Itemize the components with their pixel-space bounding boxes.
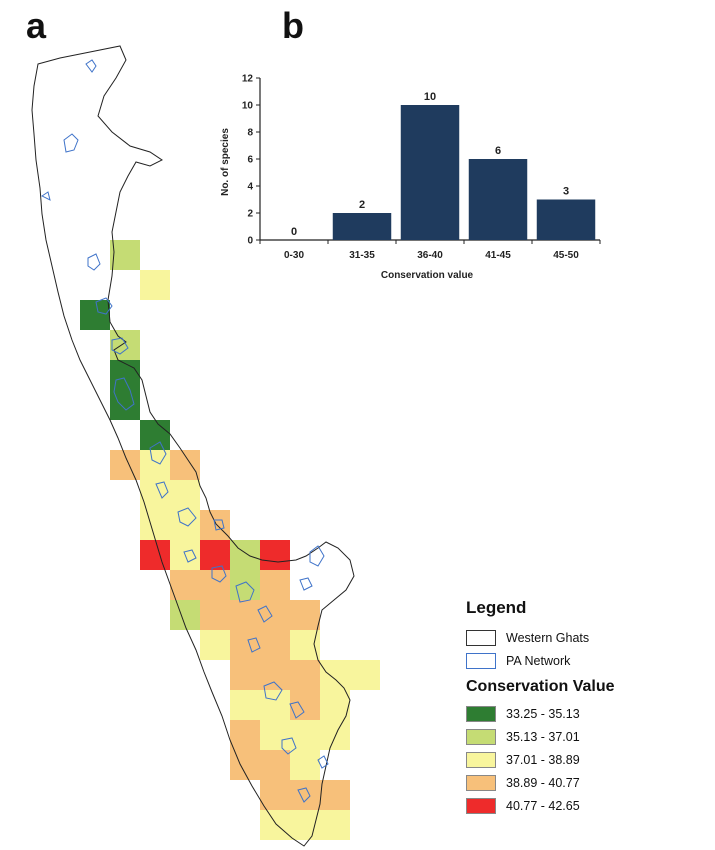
legend-class-row: 37.01 - 38.89 <box>466 748 706 771</box>
y-axis-label: No. of species <box>220 128 231 196</box>
grid-cell <box>260 600 290 630</box>
legend-class-swatch <box>466 774 496 791</box>
grid-cell <box>290 600 320 630</box>
map-legend: Legend Western Ghats PA Network Conservat… <box>466 598 706 817</box>
panel-label-a: a <box>26 5 47 46</box>
legend-class-row: 35.13 - 37.01 <box>466 725 706 748</box>
grid-cell <box>290 810 320 840</box>
grid-cell <box>260 750 290 780</box>
grid-cell <box>140 510 170 540</box>
legend-class-swatch <box>466 705 496 722</box>
y-tick-label: 6 <box>247 155 253 166</box>
legend-class-swatch <box>466 797 496 814</box>
grid-cell <box>290 750 320 780</box>
bar-value-label: 6 <box>495 145 501 157</box>
bar <box>400 105 460 240</box>
legend-class-label: 33.25 - 35.13 <box>506 706 580 721</box>
y-tick-label: 8 <box>247 128 253 139</box>
y-tick-label: 0 <box>247 236 253 247</box>
grid-cell <box>110 360 140 390</box>
grid-cell <box>260 570 290 600</box>
legend-layer-swatch <box>466 629 496 646</box>
y-tick-label: 2 <box>247 209 253 220</box>
grid-cell <box>170 570 200 600</box>
bar <box>536 199 596 240</box>
grid-cell <box>200 630 230 660</box>
legend-class-swatch <box>466 751 496 768</box>
bar-value-label: 10 <box>424 91 436 103</box>
grid-cell <box>230 690 260 720</box>
grid-cell <box>230 630 260 660</box>
grid-cell <box>140 540 170 570</box>
legend-cv-title: Conservation Value <box>466 678 615 695</box>
x-tick-label: 36-40 <box>417 250 443 261</box>
grid-cell <box>320 720 350 750</box>
grid-cell <box>290 780 320 810</box>
grid-cell <box>320 660 350 690</box>
grid-cell <box>230 720 260 750</box>
pa-network <box>41 59 329 803</box>
legend-layer-label: PA Network <box>506 653 571 668</box>
grid-cell <box>80 300 110 330</box>
grid-cell <box>200 540 230 570</box>
grid-cell <box>230 600 260 630</box>
grid-cell <box>260 630 290 660</box>
grid-cell <box>230 570 260 600</box>
bar-value-label: 2 <box>359 199 365 211</box>
bar-value-label: 3 <box>563 186 569 198</box>
panel-label-b: b <box>282 5 304 46</box>
x-axis-label: Conservation value <box>381 270 474 281</box>
bar <box>332 213 392 240</box>
grid-cell <box>110 240 140 270</box>
legend-class-label: 37.01 - 38.89 <box>506 752 580 767</box>
grid-cell <box>350 660 380 690</box>
grid-cell <box>260 690 290 720</box>
x-tick-label: 0-30 <box>284 250 304 261</box>
grid-cell <box>230 660 260 690</box>
legend-class-label: 38.89 - 40.77 <box>506 775 580 790</box>
legend-layer-swatch <box>466 652 496 669</box>
grid-cell <box>200 570 230 600</box>
grid-cell <box>260 540 290 570</box>
y-tick-label: 12 <box>242 74 254 85</box>
grid-cell <box>200 600 230 630</box>
legend-class-label: 35.13 - 37.01 <box>506 729 580 744</box>
legend-class-label: 40.77 - 42.65 <box>506 798 580 813</box>
grid-cell <box>170 480 200 510</box>
legend-layer-label: Western Ghats <box>506 630 590 645</box>
grid-cell <box>260 720 290 750</box>
grid-cell <box>140 270 170 300</box>
y-tick-label: 4 <box>247 182 253 193</box>
grid-cell <box>260 660 290 690</box>
y-tick-label: 10 <box>242 101 254 112</box>
grid-cell <box>320 690 350 720</box>
grid-cell <box>290 660 320 690</box>
western-ghats-boundary <box>31 45 355 847</box>
x-tick-label: 31-35 <box>349 250 375 261</box>
x-tick-label: 41-45 <box>485 250 511 261</box>
grid-cell <box>170 450 200 480</box>
grid-cell <box>230 750 260 780</box>
grid-cell <box>260 810 290 840</box>
legend-class-row: 40.77 - 42.65 <box>466 794 706 817</box>
grid-cell <box>320 780 350 810</box>
legend-layer-row: PA Network <box>466 649 706 672</box>
grid-cells <box>80 240 380 840</box>
grid-cell <box>320 810 350 840</box>
grid-cell <box>110 330 140 360</box>
legend-layer-row: Western Ghats <box>466 626 706 649</box>
x-tick-label: 45-50 <box>553 250 579 261</box>
grid-cell <box>290 630 320 660</box>
bar <box>468 159 528 240</box>
bar-value-label: 0 <box>291 226 297 238</box>
grid-cell <box>260 780 290 810</box>
legend-title: Legend <box>466 598 527 617</box>
legend-class-row: 38.89 - 40.77 <box>466 771 706 794</box>
legend-class-row: 33.25 - 35.13 <box>466 702 706 725</box>
legend-class-swatch <box>466 728 496 745</box>
species-bar-chart: No. of species Conservation value 0 2 4 6 8 1… <box>220 74 601 281</box>
